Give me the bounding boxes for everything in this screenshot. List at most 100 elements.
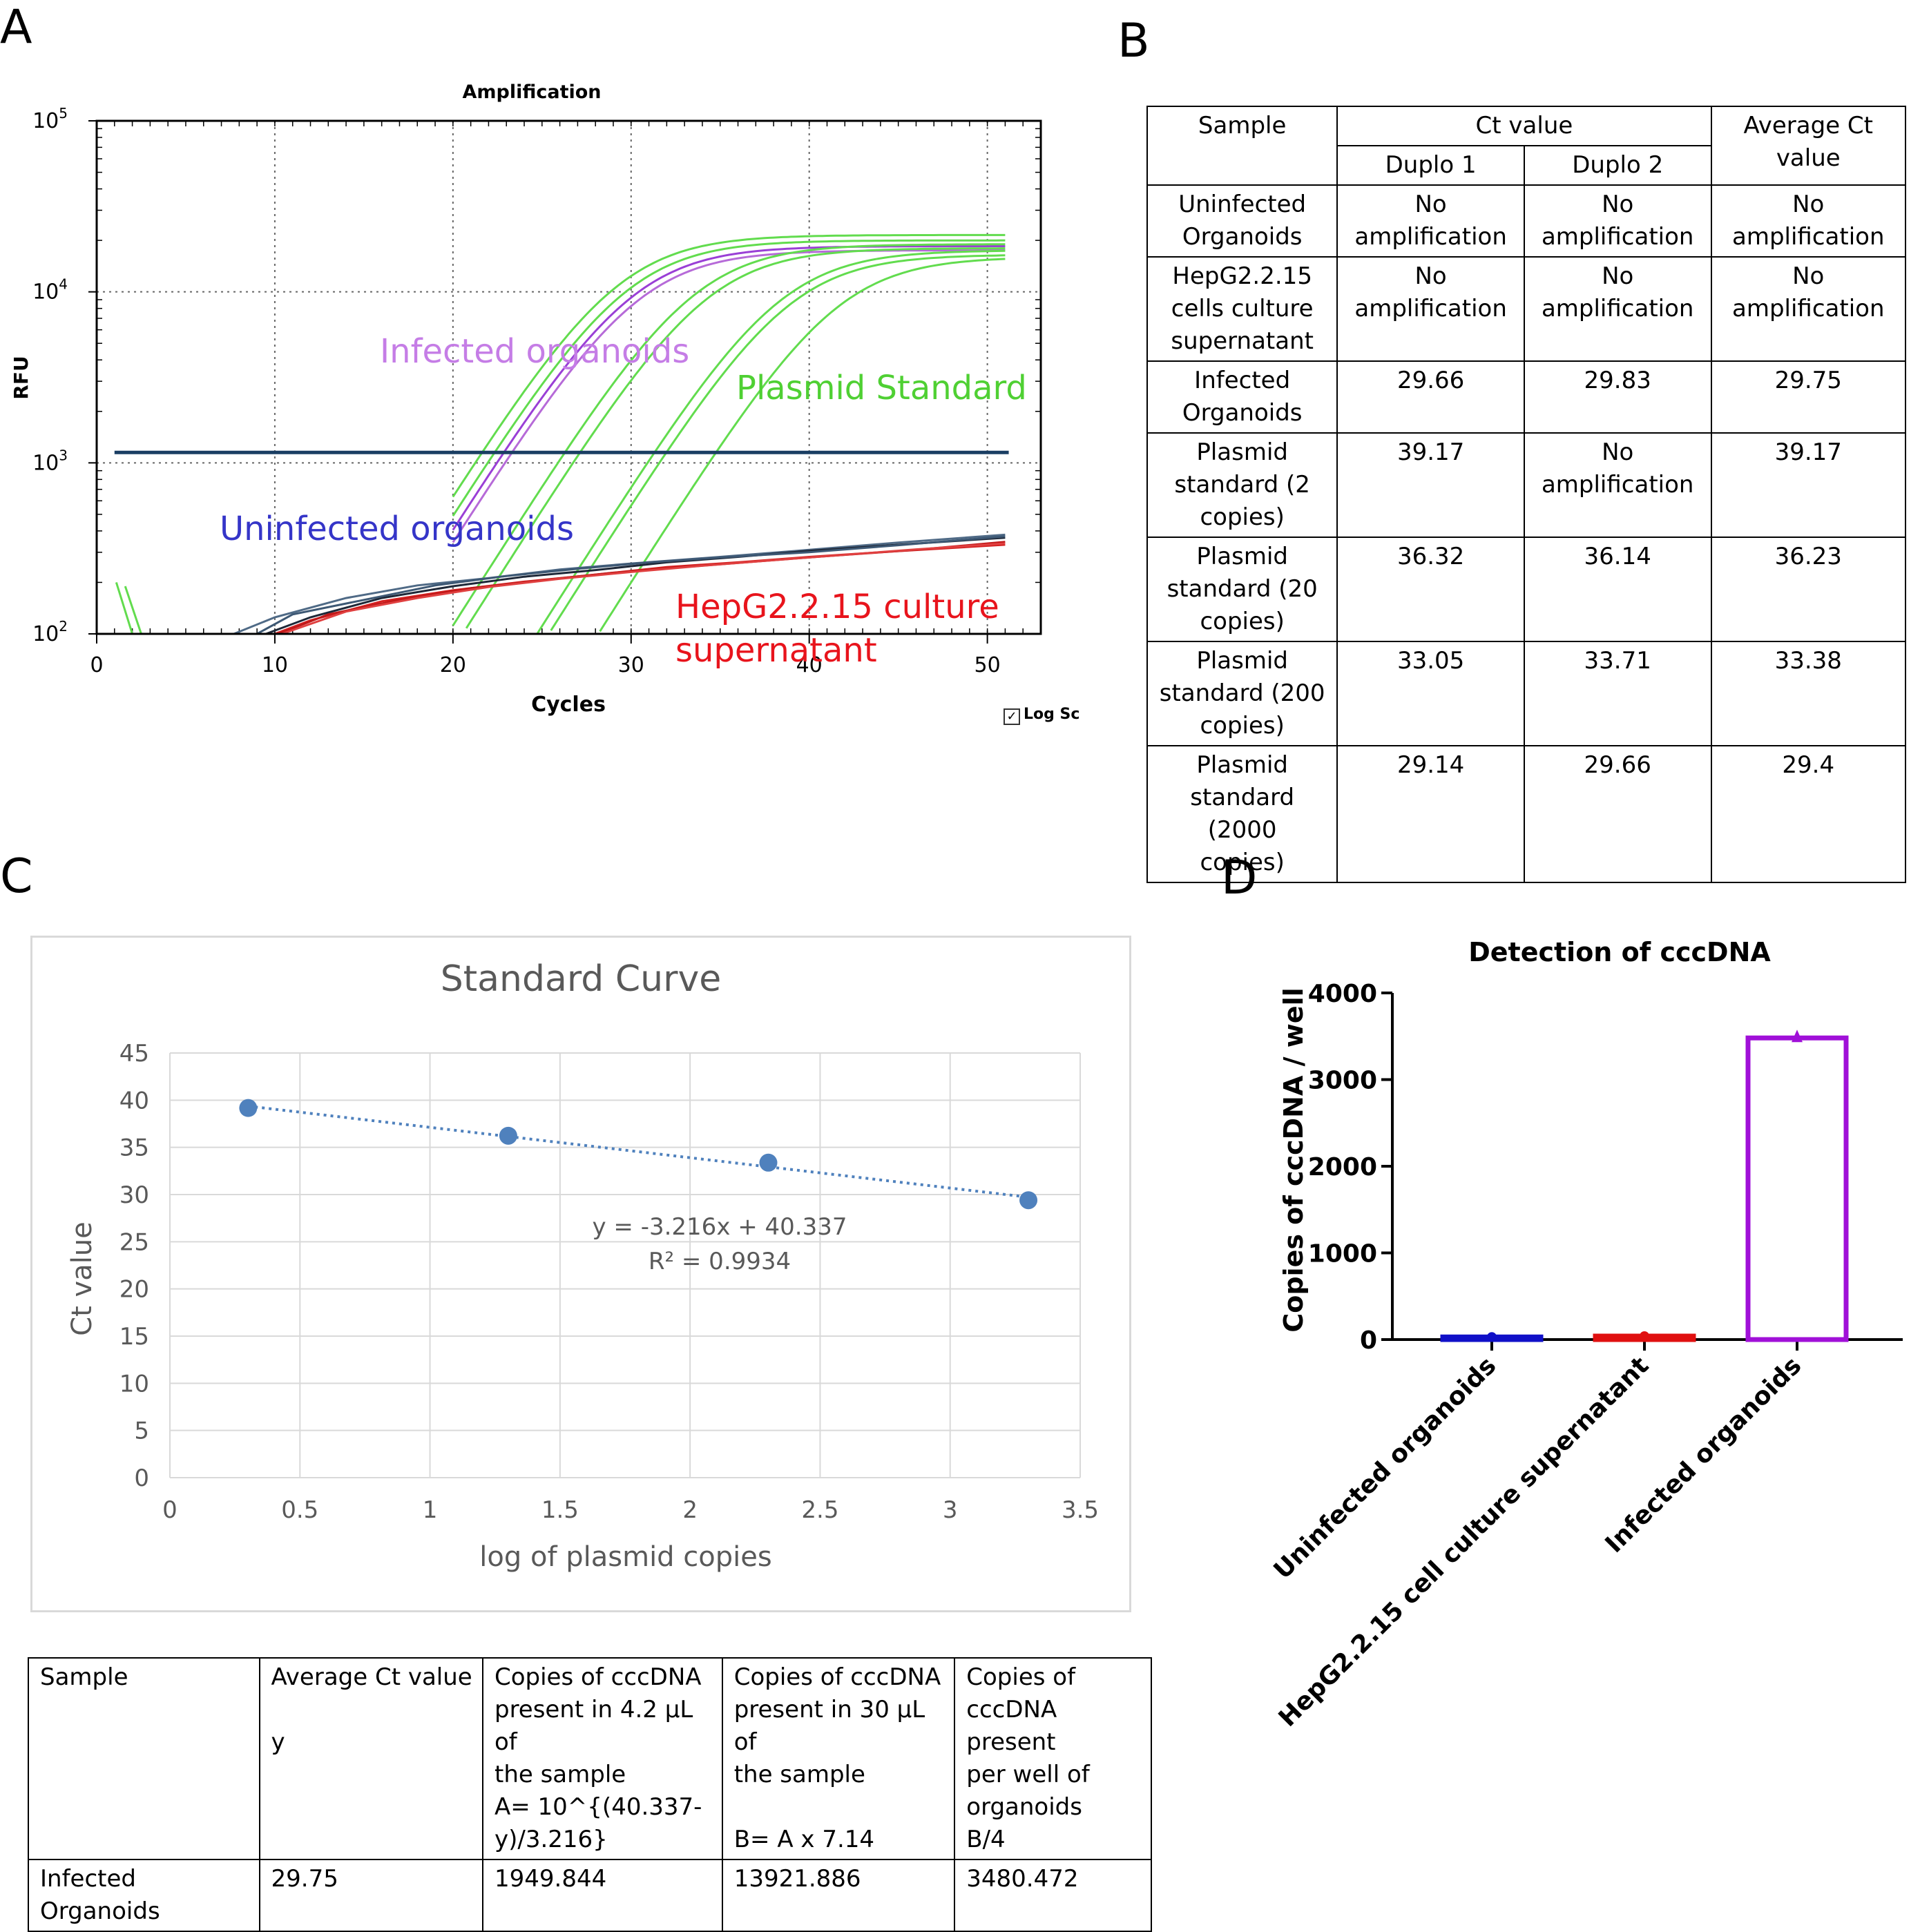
table-header-row: Sample Average Ct value y Copies of cccDNA…: [28, 1657, 1152, 1860]
y-tick-label: 40: [119, 1087, 149, 1114]
y-tick-label: 25: [119, 1228, 149, 1256]
x-tick-label: 1: [423, 1496, 438, 1524]
x-axis-label: log of plasmid copies: [479, 1541, 771, 1573]
cell-duplo2: No amplification: [1523, 432, 1712, 538]
cell-average: 29.4: [1710, 745, 1906, 883]
cell-sample: Infected Organoids: [1146, 360, 1338, 434]
x-tick-label: 0.5: [281, 1496, 318, 1524]
table-row: Plasmid standard (200 copies) 33.05 33.71 3…: [1146, 641, 1906, 746]
trendline: [248, 1104, 1029, 1199]
x-tick-label: 3: [943, 1496, 958, 1524]
table-header-cell: Average Ct value y: [258, 1657, 483, 1860]
trendline-equation: y = -3.216x + 40.337: [592, 1213, 847, 1241]
panel-letter-c: C: [0, 849, 33, 904]
cell-sample: Plasmid standard (200 copies): [1146, 641, 1338, 746]
standard-curve-chart: Standard Curve 0 0.5 1 1.5 2 2.5 3 3.5 0 5 10 15 20 2…: [66, 958, 1099, 1573]
y-tick-label: 105: [32, 105, 68, 133]
amplification-curve-plasmid: [452, 239, 1006, 517]
cell-average: No amplification: [1710, 184, 1906, 258]
y-tick-label: 0: [1360, 1326, 1377, 1355]
amplification-curve-uninfected: [233, 533, 1006, 635]
amplification-curve-plasmid: [452, 243, 1006, 626]
th-duplo1: Duplo 1: [1336, 145, 1525, 186]
y-tick-label: 2000: [1308, 1153, 1377, 1181]
amplification-curve-plasmid: [465, 247, 1006, 629]
th-average: Average Ct value: [1710, 106, 1906, 186]
trendline-r2: R² = 0.9934: [649, 1248, 791, 1275]
th-sample: Sample: [1146, 106, 1338, 186]
amplification-curve-start-plasmid: [115, 581, 134, 635]
cell-duplo1: 39.17: [1336, 432, 1525, 538]
data-point: [239, 1099, 258, 1117]
y-tick-label: 45: [119, 1040, 149, 1068]
annotation-hepg2-line1: HepG2.2.15 culture: [675, 588, 999, 626]
data-point: [499, 1126, 517, 1145]
cell-average: 39.17: [1710, 432, 1906, 538]
amplification-curve-plasmid: [452, 233, 1006, 498]
table-row: Plasmid standard (2 copies) 39.17 No ampli…: [1146, 432, 1906, 538]
x-tick-label: 40: [796, 653, 823, 677]
y-tick-label: 4000: [1308, 980, 1377, 1008]
cell-duplo1: 29.66: [1336, 360, 1525, 434]
x-tick-label: 1.5: [541, 1496, 579, 1524]
x-tick-label: 0: [90, 653, 103, 677]
cell-average: No amplification: [1710, 256, 1906, 362]
x-tick-label: 10: [262, 653, 288, 677]
y-tick-label: 20: [119, 1276, 149, 1304]
y-axis-label: Copies of cccDNA / well: [1278, 987, 1309, 1332]
amplification-chart: Amplification 0 10 20 30 40 50 102 103 104 105 RF…: [10, 81, 1042, 717]
y-tick-label: 5: [134, 1418, 149, 1445]
table-row: Infected Organoids 29.66 29.83 29.75: [1146, 360, 1906, 434]
cell-average: 29.75: [1710, 360, 1906, 434]
bar: [1745, 1035, 1849, 1342]
amplification-curve-plasmid: [537, 249, 1006, 634]
standard-curve-frame: [30, 936, 1131, 1612]
annotation-uninfected: Uninfected organoids: [220, 510, 574, 548]
y-tick-label: 103: [32, 447, 68, 475]
cell-sample: Plasmid standard (2000 copies): [1146, 745, 1338, 883]
y-axis-label: Ct value: [66, 1221, 98, 1336]
amplification-curve-uninfected: [265, 537, 1006, 635]
table-cell: 1949.844: [481, 1859, 723, 1932]
chart-d-title: Detection of cccDNA: [1468, 937, 1771, 967]
table-cell: 13921.886: [721, 1859, 956, 1932]
x-tick-label: 30: [618, 653, 644, 677]
table-header-cell: Sample: [28, 1657, 260, 1860]
x-tick-label: 2.5: [801, 1496, 838, 1524]
cell-sample: Plasmid standard (20 copies): [1146, 537, 1338, 642]
table-row: HepG2.2.15 cells culture supernatant No a…: [1146, 256, 1906, 362]
cell-duplo1: 33.05: [1336, 641, 1525, 746]
table-row: Uninfected Organoids No amplification No a…: [1146, 184, 1906, 258]
table-cell: Infected Organoids: [28, 1859, 260, 1932]
data-point-marker: [1640, 1331, 1649, 1341]
log-scale-checkbox[interactable]: ✓: [1004, 708, 1020, 725]
y-tick-label: 3000: [1308, 1067, 1377, 1095]
data-point: [1019, 1191, 1038, 1210]
cell-duplo2: 29.66: [1523, 745, 1712, 883]
y-tick-label: 10: [119, 1370, 149, 1398]
x-tick-label: 20: [440, 653, 466, 677]
cell-average: 36.23: [1710, 537, 1906, 642]
th-duplo2: Duplo 2: [1523, 145, 1712, 186]
ct-value-table: Sample Ct value Average Ct value Duplo 1…: [1146, 106, 1906, 883]
amplification-curve-infected: [452, 245, 1006, 531]
data-point-marker: [1792, 1030, 1803, 1043]
th-ct-value: Ct value: [1336, 106, 1712, 146]
x-tick-label: 2: [682, 1496, 698, 1524]
table-header-cell: Copies of cccDNA present in 30 μL of the…: [721, 1657, 956, 1860]
table-cell: 3480.472: [954, 1859, 1152, 1932]
x-tick-label: 50: [975, 653, 1001, 677]
cell-sample: Uninfected Organoids: [1146, 184, 1338, 258]
chart-a-title: Amplification: [462, 81, 601, 103]
log-scale-label: Log Sc: [1024, 706, 1080, 723]
x-axis-label: Cycles: [531, 693, 606, 717]
data-point-marker: [1487, 1332, 1497, 1342]
annotation-plasmid: Plasmid Standard: [736, 369, 1027, 407]
cell-average: 33.38: [1710, 641, 1906, 746]
y-tick-label: 104: [32, 276, 68, 305]
y-tick-label: 102: [32, 618, 68, 646]
panel-letter-b: B: [1117, 14, 1150, 68]
cell-duplo2: No amplification: [1523, 184, 1712, 258]
cell-duplo1: No amplification: [1336, 184, 1525, 258]
table-row: Plasmid standard (20 copies) 36.32 36.14 36…: [1146, 537, 1906, 642]
